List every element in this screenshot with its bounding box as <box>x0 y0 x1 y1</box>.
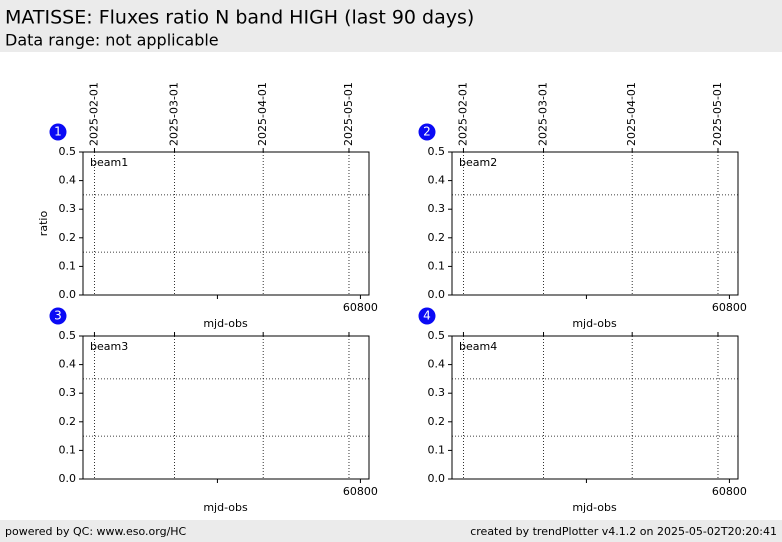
x2-tick-label: 2025-05-01 <box>711 82 724 146</box>
x2-tick-label: 2025-03-01 <box>537 82 550 146</box>
panel-annotation: beam3 <box>90 340 128 353</box>
y-tick-label: 0.0 <box>428 288 446 301</box>
y-tick-label: 0.4 <box>428 174 446 187</box>
y-tick-label: 0.5 <box>428 329 446 342</box>
panel-annotation: beam1 <box>90 156 128 169</box>
chart-title: MATISSE: Fluxes ratio N band HIGH (last … <box>5 7 474 29</box>
panel-badge <box>49 307 67 325</box>
plot-frame <box>82 151 370 296</box>
footer-right: created by trendPlotter v4.1.2 on 2025-0… <box>470 525 777 538</box>
x-tick-label: 60800 <box>343 485 378 498</box>
plot-frame <box>82 335 370 480</box>
x2-tick-label: 2025-03-01 <box>168 82 181 146</box>
x2-tick-label: 2025-04-01 <box>256 82 269 146</box>
footer-left: powered by QC: www.eso.org/HC <box>5 525 187 538</box>
y-axis-label: ratio <box>37 211 50 237</box>
panel-number: 3 <box>54 309 62 323</box>
y-tick-label: 0.0 <box>59 472 77 485</box>
panel-badge <box>418 307 436 325</box>
panel-number: 1 <box>54 125 62 139</box>
x2-tick-label: 2025-02-01 <box>456 82 469 146</box>
y-tick-label: 0.5 <box>59 145 77 158</box>
x-axis-label: mjd-obs <box>203 501 248 514</box>
plot-frame <box>451 335 739 480</box>
panel-badge <box>418 123 436 141</box>
panel-annotation: beam4 <box>459 340 497 353</box>
y-tick-label: 0.3 <box>59 202 77 215</box>
y-tick-label: 0.4 <box>59 358 77 371</box>
x-axis-label: mjd-obs <box>572 317 617 330</box>
x2-tick-label: 2025-05-01 <box>342 82 355 146</box>
y-tick-label: 0.1 <box>428 443 446 456</box>
chart-subtitle: Data range: not applicable <box>5 31 219 50</box>
y-tick-label: 0.3 <box>428 202 446 215</box>
x-tick-label: 60800 <box>712 301 747 314</box>
y-tick-label: 0.2 <box>428 231 446 244</box>
y-tick-label: 0.2 <box>59 231 77 244</box>
y-tick-label: 0.5 <box>428 145 446 158</box>
y-tick-label: 0.2 <box>59 415 77 428</box>
panel-annotation: beam2 <box>459 156 497 169</box>
panel-number: 2 <box>423 125 431 139</box>
x-tick-label: 60800 <box>712 485 747 498</box>
y-tick-label: 0.0 <box>59 288 77 301</box>
y-tick-label: 0.2 <box>428 415 446 428</box>
y-tick-label: 0.3 <box>428 386 446 399</box>
x-axis-label: mjd-obs <box>572 501 617 514</box>
panel-number: 4 <box>423 309 431 323</box>
x-tick-label: 60800 <box>343 301 378 314</box>
y-tick-label: 0.4 <box>428 358 446 371</box>
plot-frame <box>451 151 739 296</box>
y-tick-label: 0.1 <box>59 443 77 456</box>
x-axis-label: mjd-obs <box>203 317 248 330</box>
header-band <box>0 0 782 52</box>
y-tick-label: 0.3 <box>59 386 77 399</box>
panel-badge <box>49 123 67 141</box>
y-tick-label: 0.5 <box>59 329 77 342</box>
y-tick-label: 0.1 <box>428 259 446 272</box>
x2-tick-label: 2025-04-01 <box>625 82 638 146</box>
footer-band <box>0 520 782 542</box>
y-tick-label: 0.4 <box>59 174 77 187</box>
x2-tick-label: 2025-02-01 <box>87 82 100 146</box>
y-tick-label: 0.0 <box>428 472 446 485</box>
y-tick-label: 0.1 <box>59 259 77 272</box>
